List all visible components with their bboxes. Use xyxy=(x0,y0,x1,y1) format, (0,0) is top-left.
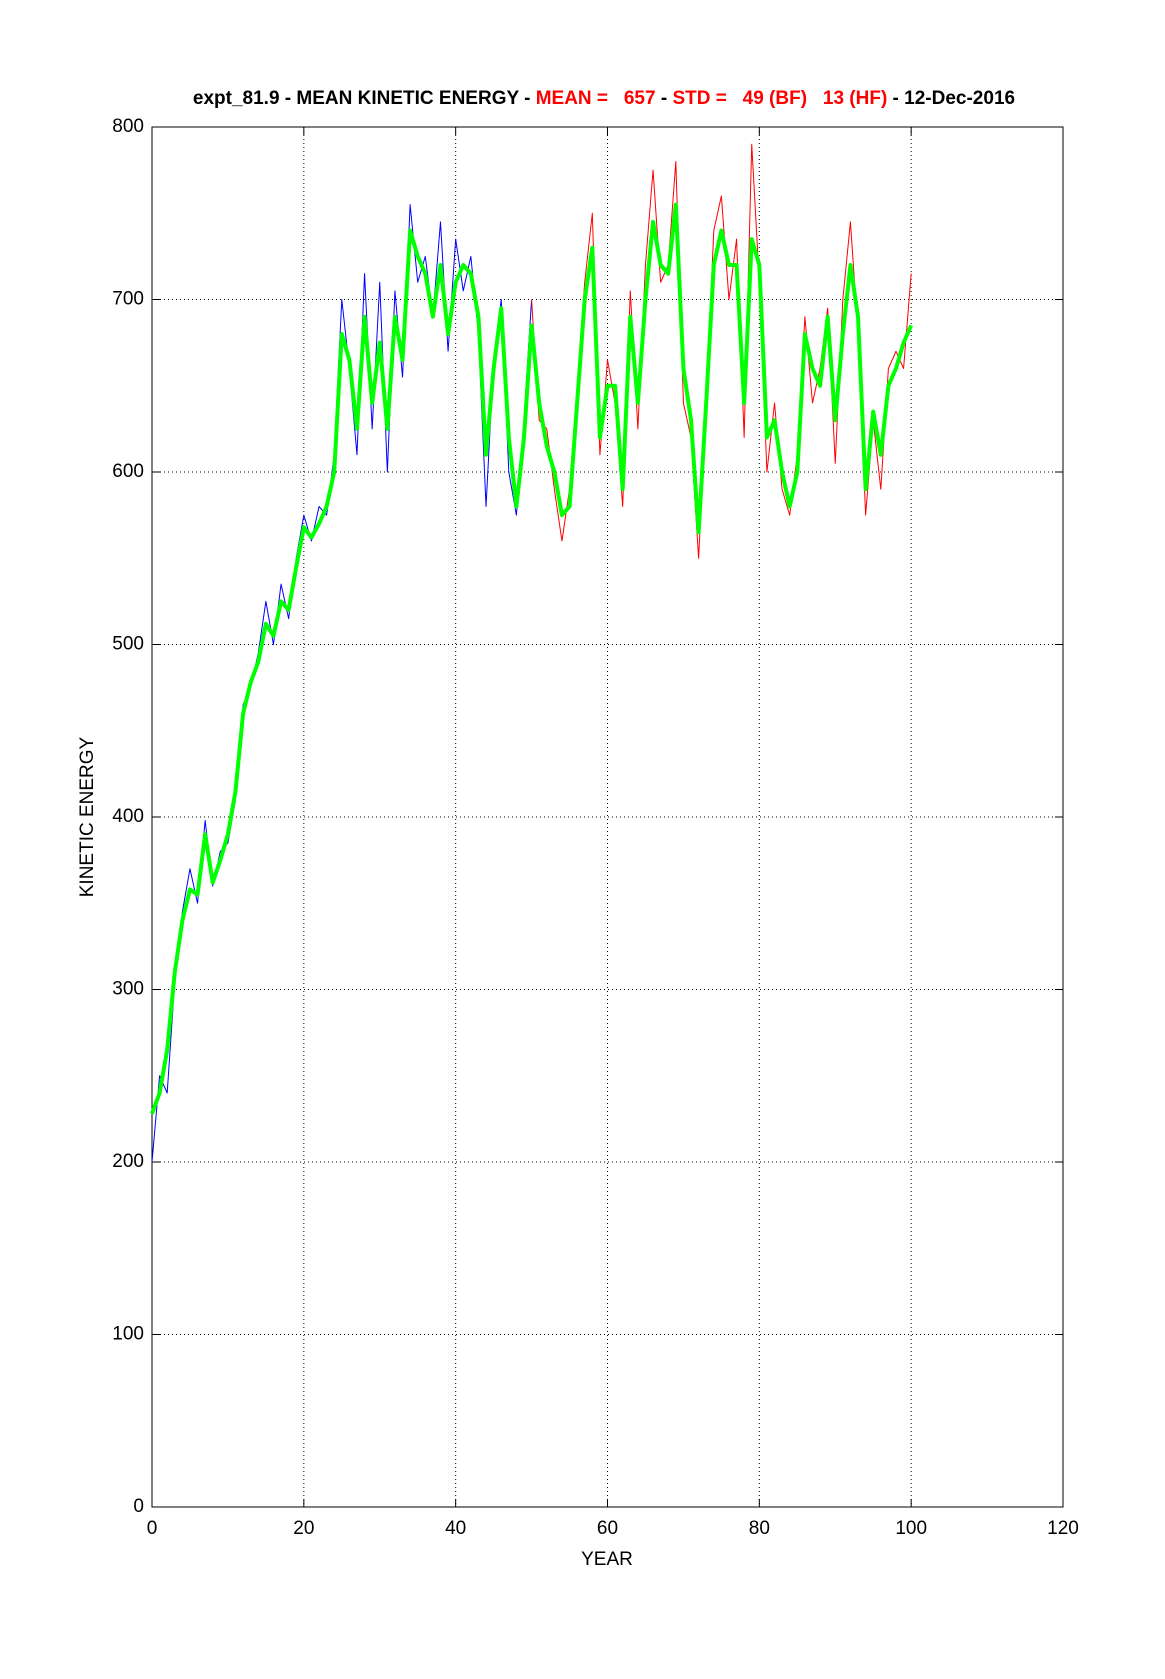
y-tick-label: 600 xyxy=(112,461,144,482)
y-tick-label: 0 xyxy=(133,1496,144,1517)
chart-title: expt_81.9 - MEAN KINETIC ENERGY - MEAN =… xyxy=(193,88,1015,109)
title-part: expt_81.9 - MEAN KINETIC ENERGY - xyxy=(193,88,536,109)
y-tick-label: 500 xyxy=(112,634,144,655)
title-part: - 12-Dec-2016 xyxy=(887,88,1015,109)
y-tick-label: 100 xyxy=(112,1324,144,1345)
y-tick-label: 400 xyxy=(112,806,144,827)
x-tick-label: 0 xyxy=(147,1518,158,1539)
y-tick-label: 700 xyxy=(112,289,144,310)
title-part: - xyxy=(656,88,673,109)
x-tick-label: 60 xyxy=(597,1518,618,1539)
x-tick-label: 120 xyxy=(1047,1518,1079,1539)
x-tick-label: 100 xyxy=(895,1518,927,1539)
title-part: STD = 49 (BF) 13 (HF) xyxy=(672,88,887,109)
y-tick-label: 300 xyxy=(112,979,144,1000)
y-axis-label: KINETIC ENERGY xyxy=(77,736,98,897)
x-tick-label: 80 xyxy=(749,1518,770,1539)
x-tick-label: 40 xyxy=(445,1518,466,1539)
series-line xyxy=(531,143,912,559)
y-tick-label: 200 xyxy=(112,1151,144,1172)
series-line xyxy=(150,202,914,1115)
y-tick-label: 800 xyxy=(112,116,144,137)
title-part: MEAN = 657 xyxy=(536,88,656,109)
x-tick-label: 20 xyxy=(293,1518,314,1539)
x-axis-label: YEAR xyxy=(581,1549,633,1570)
